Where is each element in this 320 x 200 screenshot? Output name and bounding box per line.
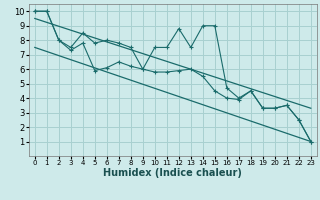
X-axis label: Humidex (Indice chaleur): Humidex (Indice chaleur) (103, 168, 242, 178)
